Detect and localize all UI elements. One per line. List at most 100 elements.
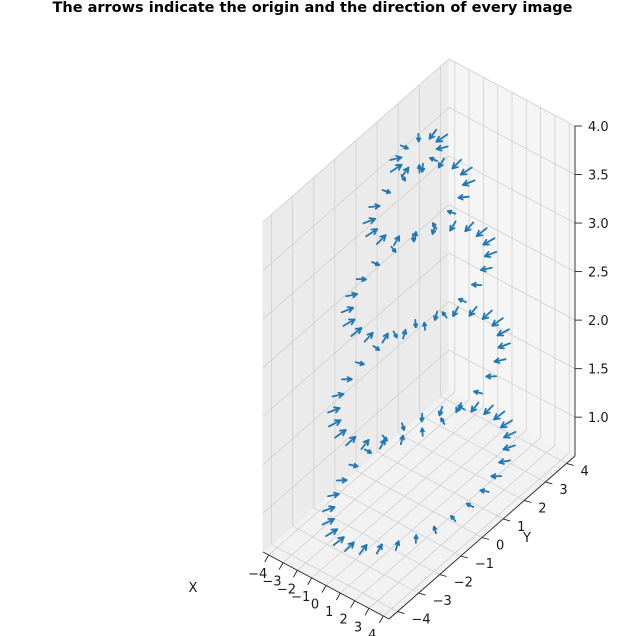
arrow-head xyxy=(414,323,419,329)
arrow-shaft xyxy=(435,145,449,151)
arrow-shaft xyxy=(435,133,449,143)
arrow-head xyxy=(353,462,359,468)
quiver-arrow xyxy=(390,245,397,253)
arrow-head xyxy=(493,360,501,364)
arrow-head xyxy=(337,536,345,539)
arrow-shaft xyxy=(483,250,498,258)
quiver-arrow xyxy=(433,310,439,321)
arrow-shaft xyxy=(375,234,387,245)
arrow-head xyxy=(457,298,463,303)
quiver-arrow xyxy=(482,237,496,246)
quiver-arrow xyxy=(437,157,445,169)
arrow-shaft xyxy=(334,429,347,439)
arrow-head xyxy=(419,427,424,433)
x-tick-mark xyxy=(335,592,341,601)
arrow-shaft xyxy=(491,317,504,327)
quiver-arrow xyxy=(479,488,490,494)
arrow-head xyxy=(497,346,505,350)
quiver-arrow xyxy=(400,422,406,431)
quiver-arrow xyxy=(457,297,467,304)
quiver-arrow xyxy=(365,228,379,238)
arrow-head xyxy=(473,390,478,395)
quiver-arrow xyxy=(480,265,493,273)
quiver-arrow xyxy=(371,261,381,267)
arrow-shaft xyxy=(481,309,493,320)
grid-line xyxy=(448,58,576,127)
z-tick-label: 2.0 xyxy=(588,314,609,329)
quiver-arrow xyxy=(468,305,478,317)
quiver-arrow xyxy=(415,132,422,143)
z-tick-label: 1.0 xyxy=(588,411,609,426)
arrow-head xyxy=(432,525,435,531)
arrow-head xyxy=(375,261,381,266)
arrow-head xyxy=(464,228,472,233)
x-tick-mark xyxy=(364,608,370,616)
arrow-shaft xyxy=(468,305,478,317)
arrow-head xyxy=(471,283,477,288)
arrow-head xyxy=(491,324,499,327)
quiver-arrow xyxy=(354,360,365,367)
quiver-arrow xyxy=(451,158,463,170)
z-tick-label: 4.0 xyxy=(588,120,609,135)
quiver-arrows xyxy=(321,128,517,555)
quiver-arrow xyxy=(360,439,370,450)
quiver-arrow xyxy=(491,317,504,327)
arrow-head xyxy=(485,375,492,380)
grid-line xyxy=(376,451,504,520)
grid-line xyxy=(383,452,570,617)
quiver-arrow xyxy=(363,448,373,454)
quiver-arrow xyxy=(340,376,353,383)
quiver-arrow xyxy=(432,525,438,535)
quiver-arrow xyxy=(440,417,446,426)
arrow-head xyxy=(452,312,459,317)
quiver-arrow xyxy=(498,458,511,465)
quiver-arrow xyxy=(493,357,507,364)
x-tick-label: 0 xyxy=(311,598,319,613)
arrow-head xyxy=(470,408,478,413)
arrow-head xyxy=(402,166,410,171)
arrow-head xyxy=(360,544,368,548)
quiver-arrow xyxy=(358,544,368,555)
arrow-head xyxy=(399,434,405,440)
x-tick-label: −3 xyxy=(262,575,281,590)
quiver-arrow xyxy=(400,166,410,178)
arrow-head xyxy=(348,435,357,440)
grid-line xyxy=(262,58,450,223)
arrow-head xyxy=(435,148,443,152)
quiver-arrow xyxy=(345,435,357,447)
quiver-arrow xyxy=(401,329,408,340)
arrow-shaft xyxy=(350,327,363,337)
arrow-shaft xyxy=(475,227,488,238)
x-tick-label: 2 xyxy=(339,613,347,628)
quiver-arrow xyxy=(502,444,516,452)
y-axis-label: Y xyxy=(522,531,531,546)
y-tick-label: 1 xyxy=(517,520,525,535)
arrow-shaft xyxy=(360,439,370,450)
quiver-arrow xyxy=(457,194,470,201)
arrow-head xyxy=(502,448,510,452)
x-tick-mark xyxy=(378,615,384,624)
arrow-shaft xyxy=(451,158,463,170)
arrow-head xyxy=(413,534,418,540)
arrow-head xyxy=(394,235,401,240)
quiver-arrow xyxy=(471,281,483,288)
arrow-shaft xyxy=(496,328,510,337)
arrow-head xyxy=(337,391,345,396)
arrow-head xyxy=(376,543,383,548)
arrow-head xyxy=(433,316,439,321)
quiver-arrow xyxy=(441,311,448,319)
arrow-head xyxy=(360,360,365,366)
y-tick-mark xyxy=(460,555,469,559)
y-tick-label: −1 xyxy=(475,557,494,572)
arrow-shaft xyxy=(358,544,368,555)
quiver-arrow xyxy=(496,328,510,337)
x-tick-mark xyxy=(350,600,356,608)
x-tick-label: 1 xyxy=(325,605,333,620)
arrow-head xyxy=(394,247,397,253)
y-tick-label: 0 xyxy=(496,539,504,554)
quiver-arrow xyxy=(327,406,341,414)
quiver-arrow xyxy=(381,332,389,344)
arrow-head xyxy=(437,164,444,169)
arrow-head xyxy=(394,540,400,545)
arrow-head xyxy=(404,144,409,150)
